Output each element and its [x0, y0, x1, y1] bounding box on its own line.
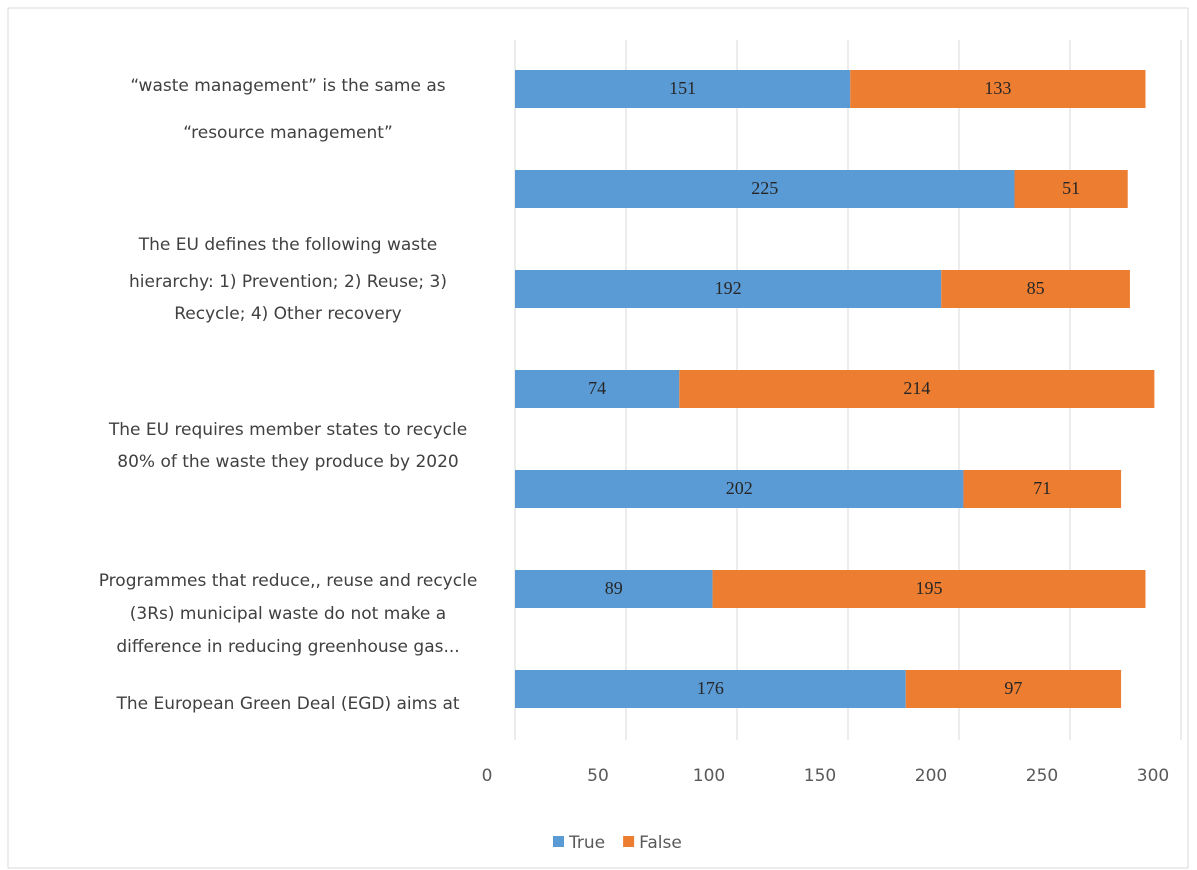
value-label: 85 [1027, 278, 1045, 298]
chart-frame [7, 7, 1189, 869]
bar-segment [515, 270, 942, 308]
value-label: 214 [903, 378, 930, 398]
bar-segment [515, 570, 713, 608]
category-label: “waste management” is the same as [130, 76, 445, 96]
x-tick-label: 150 [804, 766, 836, 786]
bar-segment [515, 70, 851, 108]
category-label: 80% of the waste they produce by 2020 [117, 452, 458, 472]
bar-segment [850, 70, 1146, 108]
bar-segment [941, 270, 1130, 308]
category-label: The European Green Deal (EGD) aims at [115, 694, 459, 714]
value-label: 97 [1004, 678, 1022, 698]
value-label: 151 [669, 78, 696, 98]
category-label: Recycle; 4) Other recovery [174, 304, 402, 324]
value-label: 202 [726, 478, 753, 498]
category-label: The EU requires member states to recycle [108, 420, 467, 440]
category-label: hierarchy: 1) Prevention; 2) Reuse; 3) [129, 272, 447, 292]
bar-segment [963, 470, 1122, 508]
x-tick-label: 0 [482, 766, 493, 786]
x-tick-label: 200 [915, 766, 947, 786]
value-label: 176 [697, 678, 724, 698]
legend-label: True [568, 833, 605, 853]
bar-segment [712, 570, 1146, 608]
x-tick-label: 100 [693, 766, 725, 786]
bar-segment [515, 370, 680, 408]
x-tick-label: 300 [1137, 766, 1169, 786]
legend-swatch [623, 836, 635, 847]
category-label: Programmes that reduce,, reuse and recyc… [99, 571, 478, 591]
value-label: 74 [588, 378, 606, 398]
category-label: The EU defines the following waste [138, 235, 438, 255]
x-tick-label: 50 [587, 766, 609, 786]
bar-segment [515, 470, 964, 508]
value-label: 133 [984, 78, 1011, 98]
legend-label: False [639, 833, 682, 853]
bar-segment [515, 670, 906, 708]
category-label: (3Rs) municipal waste do not make a [130, 604, 446, 624]
bar-segment [515, 170, 1015, 208]
value-label: 192 [715, 278, 742, 298]
value-label: 225 [751, 178, 778, 198]
bar-segment [905, 670, 1122, 708]
bar-segment [1014, 170, 1128, 208]
legend-swatch [553, 836, 564, 847]
category-label: difference in reducing greenhouse gas... [116, 637, 459, 657]
value-label: 195 [916, 578, 943, 598]
value-label: 71 [1033, 478, 1051, 498]
value-label: 51 [1062, 178, 1080, 198]
bar-segment [679, 370, 1155, 408]
value-label: 89 [605, 578, 623, 598]
x-tick-label: 250 [1026, 766, 1058, 786]
category-label: “resource management” [183, 123, 393, 143]
